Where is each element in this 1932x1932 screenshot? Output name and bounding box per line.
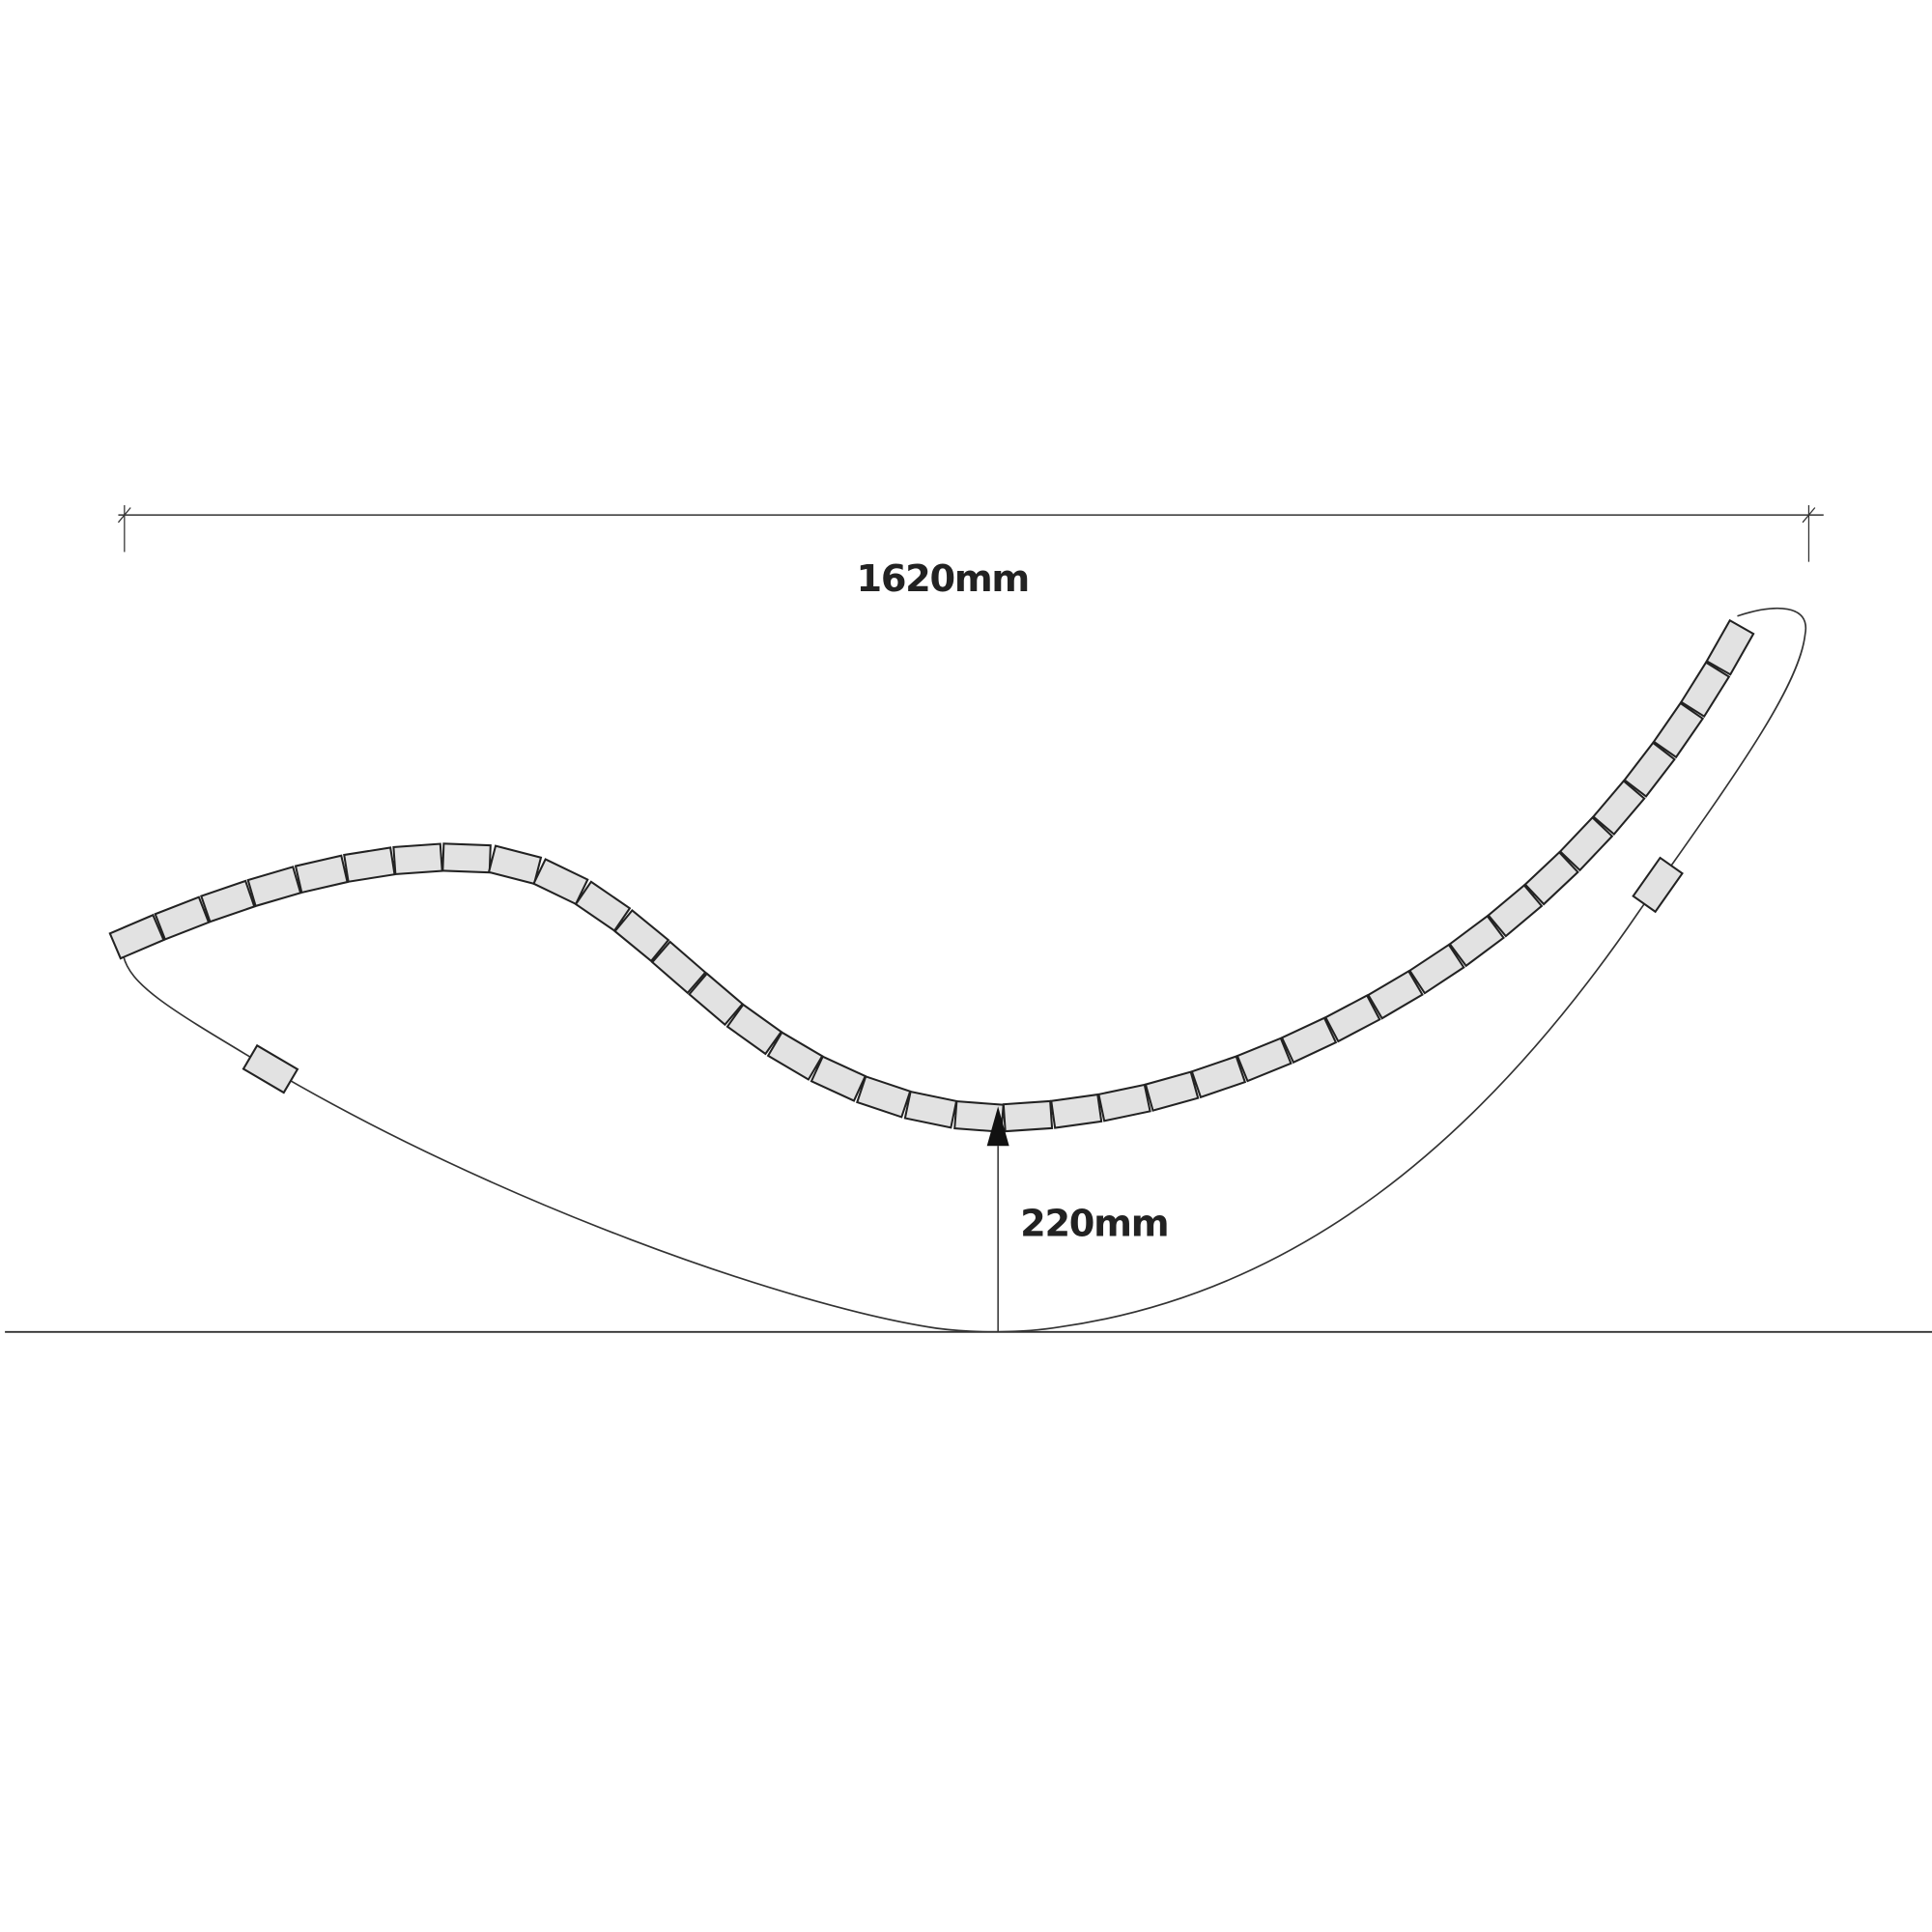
slat <box>1407 943 1465 995</box>
slat <box>688 972 745 1027</box>
slat <box>1448 914 1505 968</box>
slat <box>1323 994 1381 1043</box>
slat <box>613 908 670 963</box>
slat <box>574 880 632 932</box>
slats <box>108 618 1755 1133</box>
slat <box>650 940 707 995</box>
slat <box>1097 1083 1151 1122</box>
slat <box>1558 815 1614 872</box>
arrow-up-icon <box>986 1106 1009 1147</box>
slat <box>856 1075 912 1119</box>
slat <box>1591 780 1646 837</box>
slat <box>1050 1093 1103 1129</box>
slat <box>953 1099 1005 1133</box>
slat <box>1190 1055 1247 1099</box>
length-tick-slash-right <box>1802 507 1816 524</box>
slat <box>1523 850 1579 906</box>
slat <box>343 846 396 883</box>
slat <box>1367 970 1424 1020</box>
slat <box>1280 1016 1338 1065</box>
slat <box>1144 1070 1200 1112</box>
height-label: 220mm <box>1020 1202 1168 1245</box>
length-dimension: 1620mm <box>117 504 1824 601</box>
slat <box>487 844 543 886</box>
slat <box>1236 1037 1293 1083</box>
slat <box>392 842 443 876</box>
slat <box>1679 661 1731 719</box>
slat <box>1652 701 1705 759</box>
slat <box>725 1003 783 1056</box>
slat <box>200 879 256 923</box>
frame-curve <box>122 607 1807 1333</box>
height-dimension: 220mm <box>986 1106 1170 1332</box>
slat <box>810 1055 867 1102</box>
slat <box>154 895 211 941</box>
slat <box>903 1090 958 1129</box>
length-label: 1620mm <box>856 557 1029 601</box>
frame-blocks <box>242 856 1684 1094</box>
slat <box>532 858 589 906</box>
slat <box>108 913 165 960</box>
frame-block <box>242 1043 299 1094</box>
slat <box>1705 618 1755 676</box>
slat <box>1623 741 1676 798</box>
slat <box>441 842 492 874</box>
length-tick-slash-left <box>117 507 131 524</box>
slat <box>1487 883 1544 938</box>
slat <box>294 854 349 895</box>
frame-block <box>1632 856 1684 914</box>
slat <box>1002 1099 1054 1133</box>
slat <box>246 866 302 908</box>
slat <box>766 1031 824 1081</box>
